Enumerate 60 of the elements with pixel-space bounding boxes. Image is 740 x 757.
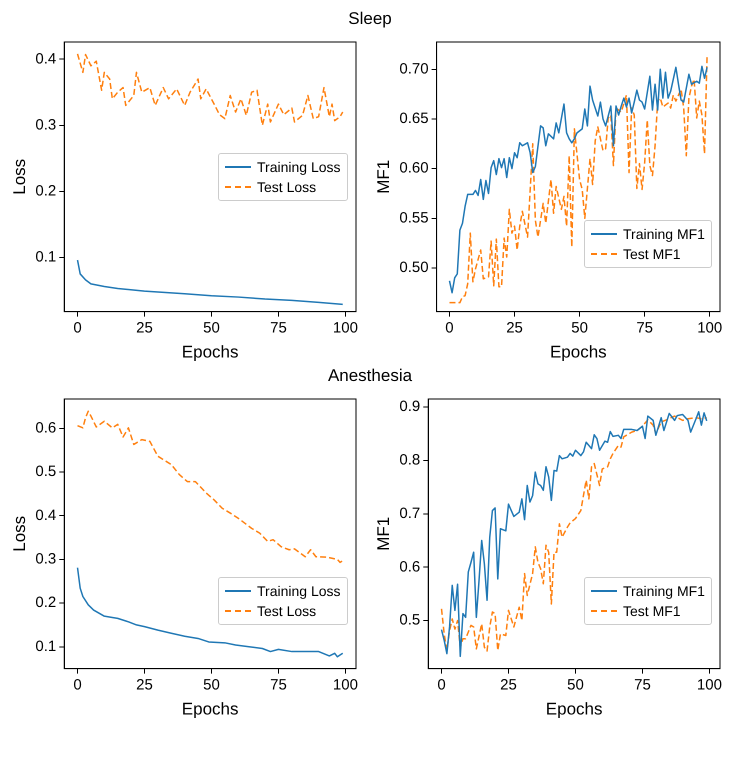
legend-label: Test Loss bbox=[257, 178, 316, 197]
x-tick-label: 0 bbox=[73, 676, 82, 694]
y-tick-label: 0.55 bbox=[399, 209, 429, 226]
x-tick-label: 25 bbox=[136, 676, 153, 694]
y-tick-label: 0.5 bbox=[399, 612, 420, 629]
y-tick-label: 0.50 bbox=[399, 259, 429, 276]
y-tick-label: 0.6 bbox=[399, 558, 420, 576]
x-tick-label: 50 bbox=[203, 676, 220, 694]
x-axis-title: Epochs bbox=[550, 342, 607, 362]
x-tick-label: 75 bbox=[636, 320, 654, 337]
legend-label: Training MF1 bbox=[623, 225, 705, 244]
line-series bbox=[76, 410, 344, 564]
x-tick-label: 0 bbox=[437, 676, 446, 694]
y-tick-label: 0.3 bbox=[35, 550, 56, 568]
x-tick-label: 100 bbox=[332, 320, 358, 337]
x-tick-label: 50 bbox=[203, 320, 220, 337]
x-tick-label: 75 bbox=[634, 676, 651, 694]
y-tick-label: 0.7 bbox=[399, 504, 420, 522]
y-axis-title: Loss bbox=[10, 516, 29, 552]
y-tick-label: 0.9 bbox=[399, 398, 420, 416]
chart-title: Anesthesia bbox=[328, 366, 412, 385]
legend-label: Training Loss bbox=[257, 582, 341, 602]
chart-title: Sleep bbox=[348, 9, 392, 28]
x-tick-label: 25 bbox=[500, 676, 517, 694]
x-tick-label: 100 bbox=[332, 676, 358, 694]
x-tick-label: 25 bbox=[506, 320, 523, 337]
y-tick-label: 0.1 bbox=[35, 638, 56, 655]
legend-label: Test Loss bbox=[257, 602, 316, 622]
x-tick-label: 50 bbox=[571, 320, 588, 337]
legend-label: Test MF1 bbox=[623, 602, 681, 622]
y-tick-label: 0.5 bbox=[35, 463, 56, 480]
y-tick-label: 0.60 bbox=[399, 160, 429, 177]
y-tick-label: 0.3 bbox=[35, 116, 56, 134]
y-tick-label: 0.1 bbox=[35, 248, 56, 266]
y-tick-label: 0.65 bbox=[399, 110, 429, 128]
legend-label: Training MF1 bbox=[623, 582, 705, 602]
x-axis-title: Epochs bbox=[546, 699, 602, 718]
x-tick-label: 75 bbox=[270, 676, 287, 694]
x-tick-label: 100 bbox=[697, 320, 722, 337]
y-axis-title: MF1 bbox=[374, 516, 393, 551]
x-axis-title: Epochs bbox=[182, 699, 238, 718]
y-tick-label: 0.4 bbox=[35, 506, 56, 524]
y-tick-label: 0.2 bbox=[35, 182, 56, 200]
y-axis-title: Loss bbox=[10, 158, 29, 195]
line-series bbox=[76, 53, 344, 126]
x-tick-label: 75 bbox=[270, 320, 287, 337]
legend-label: Training Loss bbox=[257, 158, 341, 177]
y-tick-label: 0.2 bbox=[35, 594, 56, 612]
x-tick-label: 0 bbox=[445, 320, 454, 337]
legend-label: Test MF1 bbox=[623, 245, 681, 264]
x-tick-label: 25 bbox=[136, 320, 153, 337]
x-tick-label: 100 bbox=[696, 676, 722, 694]
y-tick-label: 0.6 bbox=[35, 419, 56, 436]
y-tick-label: 0.70 bbox=[399, 60, 429, 78]
y-axis-title: MF1 bbox=[374, 160, 393, 194]
y-tick-label: 0.8 bbox=[399, 452, 420, 469]
x-tick-label: 50 bbox=[567, 676, 584, 694]
x-tick-label: 0 bbox=[73, 320, 82, 337]
x-axis-title: Epochs bbox=[182, 342, 238, 362]
y-tick-label: 0.4 bbox=[35, 50, 56, 68]
